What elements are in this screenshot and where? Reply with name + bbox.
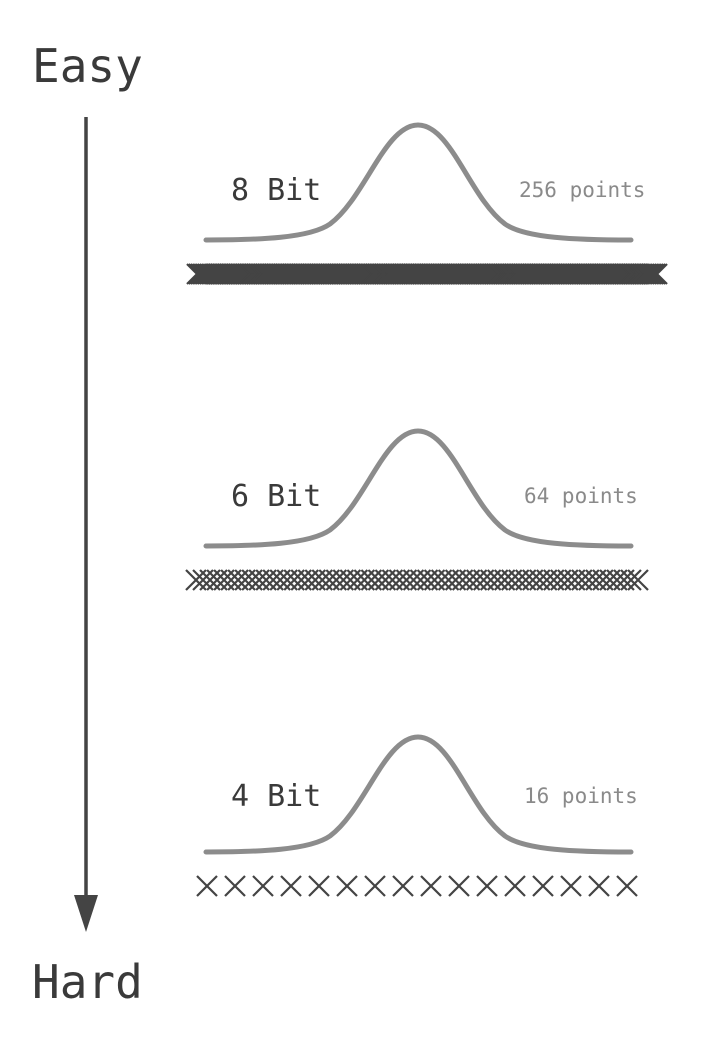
quantization-point-marker: [476, 875, 498, 897]
quantization-point-marker: [336, 875, 358, 897]
quantization-point-marker: [639, 263, 661, 285]
quantization-point-marker: [308, 875, 330, 897]
distribution-curve: [203, 428, 634, 549]
points-count-label: 16 points: [524, 784, 638, 808]
quantization-point-marker: [642, 263, 665, 285]
quantization-point-marker: [627, 569, 649, 591]
quantization-points-row: [196, 875, 638, 897]
quantization-points-row: [186, 263, 668, 285]
quantization-point-marker: [280, 875, 302, 897]
quantization-point-marker: [504, 875, 526, 897]
quantization-point-marker: [252, 875, 274, 897]
quantization-points-row: [185, 569, 649, 591]
quantization-point-marker: [637, 263, 659, 285]
quantization-point-marker: [532, 875, 554, 897]
panel-title: 8 Bit: [231, 173, 321, 208]
distribution-curve: [203, 122, 634, 243]
quantization-point-marker: [364, 875, 386, 897]
quantization-point-marker: [420, 875, 442, 897]
difficulty-arrowhead: [74, 895, 98, 932]
panel-4-bit: 4 Bit 16 points: [196, 734, 638, 897]
quantization-point-marker: [616, 875, 638, 897]
quantization-point-marker: [560, 875, 582, 897]
quantization-point-marker: [620, 569, 642, 591]
panel-title: 4 Bit: [231, 779, 321, 814]
quantization-point-marker: [646, 263, 668, 285]
hard-label: Hard: [32, 955, 143, 1009]
distribution-curve: [203, 734, 634, 855]
quantization-point-marker: [588, 875, 610, 897]
quantization-point-marker: [640, 263, 663, 285]
panel-8-bit: 8 Bit 256 points: [186, 122, 668, 285]
panel-title: 6 Bit: [231, 479, 321, 514]
panel-6-bit: 6 Bit 64 points: [185, 428, 649, 591]
points-count-label: 64 points: [524, 484, 638, 508]
quantization-point-marker: [196, 875, 218, 897]
quantization-point-marker: [392, 875, 414, 897]
quantization-point-marker: [224, 875, 246, 897]
quantization-point-marker: [448, 875, 470, 897]
quantization-point-marker: [635, 263, 657, 285]
points-count-label: 256 points: [519, 178, 645, 202]
easy-label: Easy: [32, 39, 143, 93]
quantization-point-marker: [644, 263, 666, 285]
